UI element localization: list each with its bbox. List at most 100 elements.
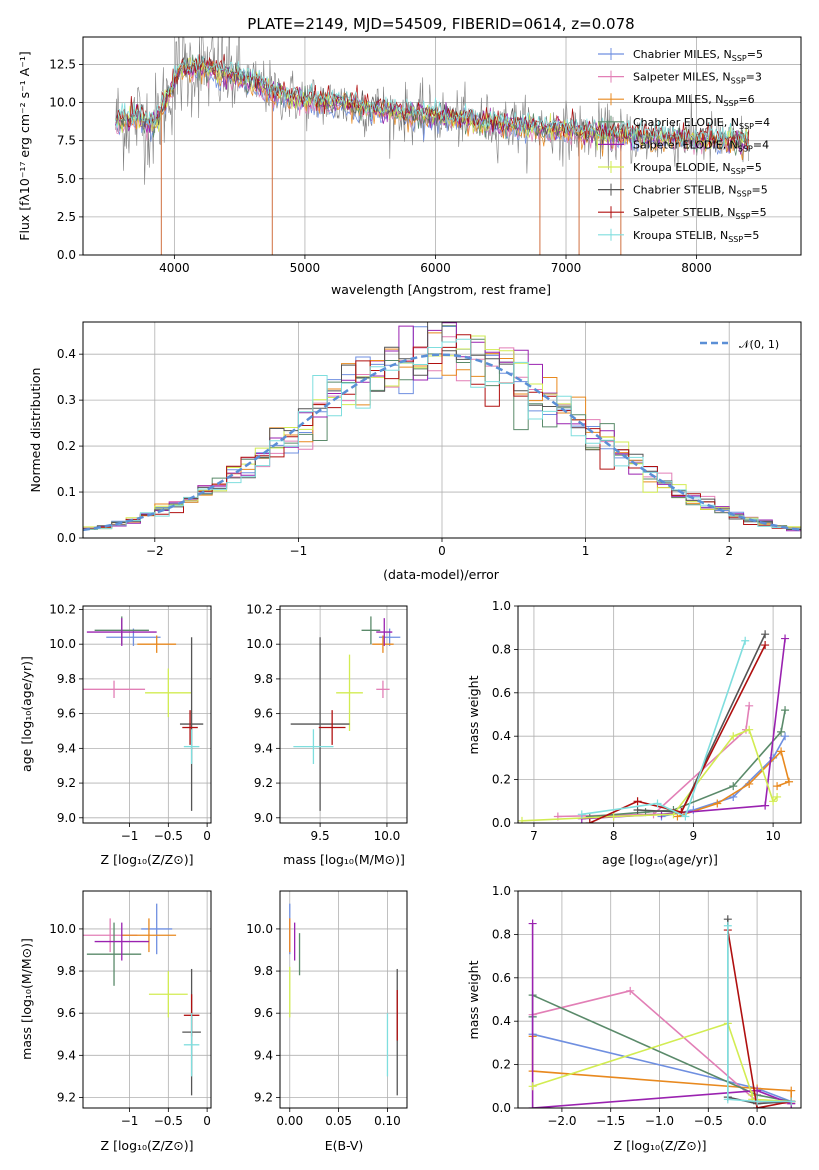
point-marker-kroupa_elodie: [518, 816, 526, 823]
point-marker-salpeter_miles: [745, 701, 754, 710]
spectrum-model-kroupa_stelib: [115, 54, 750, 150]
axes-mass_vs_ebv: 0.00 0.05 0.10 9.2 9.4 9.6 9.8 10.0: [246, 890, 408, 1128]
xlabel-massweight-vs-z: Z [log₁₀(Z/Z⊙)]: [614, 1138, 707, 1153]
x-tick-label: 10.0: [374, 829, 401, 843]
x-tick-label: 1: [582, 544, 590, 558]
ylabel-spectrum: Flux [fλ10⁻¹⁷ erg cm⁻² s⁻¹ A⁻¹]: [17, 51, 32, 240]
point-marker-kroupa_elodie: [528, 1082, 537, 1091]
x-tick-label: 9.5: [311, 829, 330, 843]
y-tick-label: 0.0: [57, 531, 76, 545]
y-tick-label: 9.4: [57, 1048, 76, 1062]
series-line-kroupa_elodie: [532, 1022, 792, 1103]
x-tick-label: 0.00: [276, 1114, 303, 1128]
x-tick-label: −1: [121, 829, 139, 843]
plot-area-spectrum: [115, 37, 750, 255]
y-tick-label: 10.0: [246, 922, 273, 936]
y-tick-label: 9.0: [57, 811, 76, 825]
y-tick-label: 9.4: [57, 741, 76, 755]
y-tick-label: 2.5: [57, 210, 76, 224]
x-tick-label: −1: [290, 544, 308, 558]
spectrum-model-kroupa_elodie: [115, 57, 750, 151]
y-tick-label: 0.0: [57, 248, 76, 262]
y-tick-label: 10.0: [246, 637, 273, 651]
y-tick-label: 9.8: [57, 964, 76, 978]
x-tick-label: −0.5: [154, 829, 183, 843]
plot-area-mass_vs_ebv: [289, 903, 398, 1096]
xlabel-massweight-vs-age: age [log₁₀(age/yr)]: [602, 852, 718, 867]
x-tick-label: −1.0: [645, 1114, 674, 1128]
series-line-chabrier_elodie: [531, 993, 792, 1103]
x-tick-label: 7: [530, 829, 538, 843]
legend-label-kroupa_miles: Kroupa MILES, NSSP=6: [633, 93, 755, 108]
legend-label-salpeter_miles: Salpeter MILES, NSSP=3: [633, 71, 762, 86]
point-marker-kroupa_elodie: [769, 797, 778, 806]
point-marker-kroupa_stelib: [653, 799, 662, 808]
legend-label-salpeter_stelib: Salpeter STELIB, NSSP=5: [633, 206, 767, 221]
x-tick-label: −0.5: [694, 1114, 723, 1128]
axes-mass_vs_Z: −1 −0.5 0 9.2 9.4 9.6 9.8 10.0: [49, 890, 212, 1128]
x-tick-label: −0.5: [154, 1114, 183, 1128]
x-tick-label: 0.05: [325, 1114, 352, 1128]
x-tick-label: 0.0: [748, 1114, 767, 1128]
series-line-kroupa_stelib: [727, 925, 792, 1103]
series-line-chabrier_stelib: [727, 919, 792, 1105]
axes-age_vs_mass: 9.5 10.0 9.0 9.2 9.4 9.6 9.8 10.0 10.2: [246, 602, 408, 843]
x-tick-label: 6000: [420, 261, 451, 275]
series-line-chabrier_elodie: [589, 710, 786, 818]
point-marker-salpeter_elodie: [528, 919, 537, 928]
point-marker-kroupa_stelib: [723, 1095, 732, 1104]
series-line-salpeter_stelib: [589, 644, 766, 823]
y-tick-label: 9.2: [254, 1090, 273, 1104]
point-marker-kroupa_stelib: [577, 810, 586, 819]
y-tick-label: 10.0: [49, 922, 76, 936]
axes-massweight_vs_age: 7 8 9 10 0.0 0.2 0.4 0.6 0.8 1.0: [492, 599, 802, 843]
spectrum-model-salpeter_stelib: [115, 54, 750, 151]
y-tick-label: 0.2: [492, 1058, 511, 1072]
axes-frame: [517, 890, 802, 1109]
legend-label-chabrier_stelib: Chabrier STELIB, NSSP=5: [633, 184, 768, 199]
plot-area-massweight_vs_Z: [528, 915, 796, 1108]
xlabel-mass-vs-ebv: E(B-V): [325, 1138, 364, 1153]
y-tick-label: 12.5: [49, 57, 76, 71]
y-tick-label: 9.6: [254, 707, 273, 721]
y-tick-label: 0.2: [57, 439, 76, 453]
y-tick-label: 10.2: [49, 602, 76, 616]
plot-area-massweight_vs_age: [518, 630, 794, 823]
xlabel-residuals: (data-model)/error: [383, 567, 500, 582]
legend-spectrum: Chabrier MILES, NSSP=5 Salpeter MILES, NS…: [598, 48, 770, 244]
axes-spectrum: 4000 5000 6000 7000 8000 0.0 2.5 5.0 7.5 10.0 12.5: [49, 36, 802, 275]
x-tick-label: 0: [203, 829, 211, 843]
axes-frame: [82, 36, 802, 256]
y-tick-label: 0.4: [492, 1014, 511, 1028]
x-tick-label: 9: [690, 829, 698, 843]
y-tick-label: 10.2: [246, 602, 273, 616]
point-marker-salpeter_stelib: [761, 641, 770, 650]
plot-area-mass_vs_Z: [83, 903, 201, 1096]
point-marker-kroupa_elodie: [729, 732, 738, 741]
xlabel-mass-vs-z: Z [log₁₀(Z/Z⊙)]: [101, 1138, 194, 1153]
y-tick-label: 9.8: [254, 672, 273, 686]
axes-residuals: −2 −1 0 1 2 0.0 0.1 0.2 0.3 0.4: [57, 321, 802, 558]
series-line-kroupa_miles: [677, 749, 790, 818]
axes-frame: [82, 605, 212, 824]
legend-label-chabrier_elodie: Chabrier ELODIE, NSSP=4: [633, 116, 770, 131]
y-tick-label: 9.2: [57, 776, 76, 790]
point-marker-kroupa_miles: [773, 782, 782, 791]
point-marker-chabrier_elodie: [781, 706, 790, 715]
x-tick-label: 8: [610, 829, 618, 843]
normal-curve: [83, 353, 801, 532]
ylabel-mass-vs-z: mass [log₁₀(M/M⊙)]: [19, 938, 34, 1060]
y-tick-label: 9.6: [57, 1006, 76, 1020]
legend-label-kroupa_stelib: Kroupa STELIB, NSSP=5: [633, 229, 759, 244]
x-tick-label: −1.5: [596, 1114, 625, 1128]
legend-label-kroupa_elodie: Kroupa ELODIE, NSSP=5: [633, 161, 762, 176]
x-tick-label: 8000: [681, 261, 712, 275]
y-tick-label: 0.8: [492, 927, 511, 941]
y-tick-label: 0.2: [492, 773, 511, 787]
series-line-kroupa_stelib: [581, 640, 746, 818]
y-tick-label: 0.4: [492, 729, 511, 743]
legend-label-chabrier_miles: Chabrier MILES, NSSP=5: [633, 48, 763, 63]
axes-frame: [279, 605, 408, 824]
point-marker-salpeter_stelib: [585, 819, 594, 823]
